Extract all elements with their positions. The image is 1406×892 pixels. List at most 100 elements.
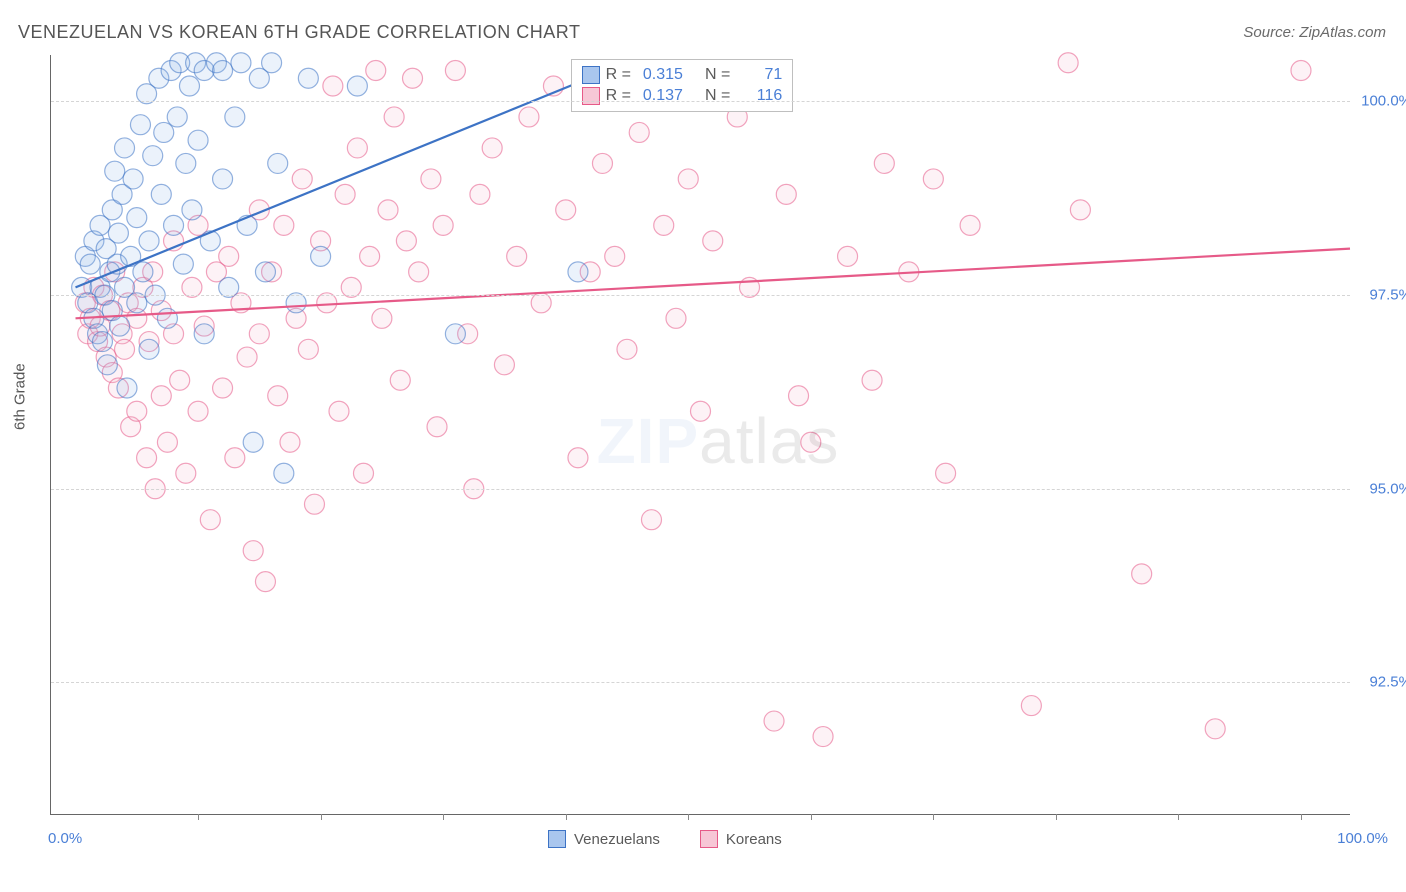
scatter-point <box>654 215 674 235</box>
n-value: 71 <box>736 64 782 86</box>
x-tick <box>566 814 567 820</box>
legend-label: Venezuelans <box>574 831 660 848</box>
scatter-point <box>298 339 318 359</box>
scatter-point <box>274 463 294 483</box>
scatter-point <box>274 215 294 235</box>
scatter-point <box>139 231 159 251</box>
scatter-point <box>137 448 157 468</box>
scatter-point <box>298 68 318 88</box>
scatter-point <box>255 572 275 592</box>
scatter-point <box>617 339 637 359</box>
scatter-point <box>176 463 196 483</box>
scatter-point <box>862 370 882 390</box>
chart-title: VENEZUELAN VS KOREAN 6TH GRADE CORRELATI… <box>18 22 580 43</box>
scatter-point <box>157 308 177 328</box>
scatter-point <box>776 184 796 204</box>
scatter-point <box>666 308 686 328</box>
scatter-point <box>366 60 386 80</box>
scatter-point <box>813 727 833 747</box>
x-tick <box>933 814 934 820</box>
legend: Venezuelans Koreans <box>548 830 782 848</box>
scatter-point <box>556 200 576 220</box>
scatter-point <box>213 378 233 398</box>
scatter-svg <box>51 55 1350 814</box>
scatter-point <box>179 76 199 96</box>
scatter-point <box>323 76 343 96</box>
scatter-point <box>225 448 245 468</box>
scatter-point <box>219 246 239 266</box>
scatter-point <box>97 355 117 375</box>
scatter-point <box>494 355 514 375</box>
scatter-point <box>164 215 184 235</box>
scatter-point <box>1205 719 1225 739</box>
r-label: R = <box>606 85 631 107</box>
scatter-point <box>507 246 527 266</box>
x-axis-min-label: 0.0% <box>48 830 82 847</box>
y-tick-label: 97.5% <box>1369 287 1406 304</box>
scatter-point <box>329 401 349 421</box>
info-row: R =0.315N =71 <box>582 64 783 86</box>
legend-label: Koreans <box>726 831 782 848</box>
scatter-point <box>445 60 465 80</box>
scatter-point <box>167 107 187 127</box>
scatter-point <box>874 153 894 173</box>
n-label: N = <box>705 85 730 107</box>
scatter-point <box>173 254 193 274</box>
scatter-point <box>115 138 135 158</box>
scatter-point <box>311 246 331 266</box>
trend-line <box>76 63 627 288</box>
scatter-point <box>384 107 404 127</box>
gridline <box>51 295 1350 296</box>
scatter-point <box>678 169 698 189</box>
scatter-point <box>1021 696 1041 716</box>
scatter-point <box>170 370 190 390</box>
scatter-point <box>421 169 441 189</box>
scatter-point <box>127 208 147 228</box>
x-tick <box>1301 814 1302 820</box>
y-tick-label: 92.5% <box>1369 674 1406 691</box>
x-tick <box>1056 814 1057 820</box>
scatter-point <box>280 432 300 452</box>
scatter-point <box>108 223 128 243</box>
y-tick-label: 95.0% <box>1369 480 1406 497</box>
scatter-point <box>936 463 956 483</box>
scatter-point <box>568 262 588 282</box>
scatter-point <box>151 386 171 406</box>
scatter-point <box>923 169 943 189</box>
scatter-point <box>691 401 711 421</box>
scatter-point <box>292 169 312 189</box>
scatter-point <box>225 107 245 127</box>
scatter-point <box>200 231 220 251</box>
scatter-point <box>1058 53 1078 73</box>
scatter-point <box>213 169 233 189</box>
r-value: 0.137 <box>637 85 683 107</box>
scatter-point <box>80 254 100 274</box>
x-tick <box>688 814 689 820</box>
scatter-point <box>789 386 809 406</box>
scatter-point <box>396 231 416 251</box>
gridline <box>51 489 1350 490</box>
legend-swatch <box>700 830 718 848</box>
scatter-point <box>133 262 153 282</box>
scatter-point <box>335 184 355 204</box>
correlation-info-box: R =0.315N =71R =0.137N =116 <box>571 59 794 112</box>
scatter-point <box>347 76 367 96</box>
scatter-point <box>213 60 233 80</box>
scatter-point <box>182 200 202 220</box>
scatter-point <box>154 122 174 142</box>
scatter-point <box>130 115 150 135</box>
gridline <box>51 682 1350 683</box>
scatter-point <box>1070 200 1090 220</box>
scatter-point <box>262 53 282 73</box>
y-tick-label: 100.0% <box>1361 93 1406 110</box>
scatter-point <box>629 122 649 142</box>
scatter-point <box>605 246 625 266</box>
scatter-point <box>838 246 858 266</box>
scatter-point <box>151 184 171 204</box>
x-tick <box>443 814 444 820</box>
scatter-point <box>409 262 429 282</box>
scatter-point <box>641 510 661 530</box>
series-swatch <box>582 87 600 105</box>
gridline <box>51 101 1350 102</box>
r-label: R = <box>606 64 631 86</box>
